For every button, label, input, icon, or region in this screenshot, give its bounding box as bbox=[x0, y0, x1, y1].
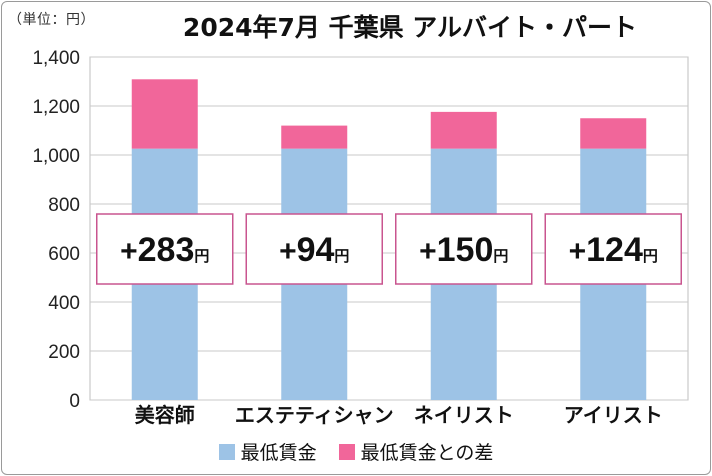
diff-sign: + bbox=[120, 235, 138, 268]
unit-label: （単位：円） bbox=[8, 12, 95, 28]
legend-item-min-wage: 最低賃金 bbox=[218, 438, 317, 465]
diff-unit: 円 bbox=[334, 248, 349, 265]
y-tick-label: 800 bbox=[48, 195, 80, 216]
x-tick-label: 美容師 bbox=[135, 403, 195, 427]
diff-annotation-box bbox=[544, 213, 682, 285]
y-tick-label: 1,000 bbox=[32, 146, 80, 167]
x-tick-label: アイリスト bbox=[564, 403, 663, 427]
diff-annotation-label: +94円 bbox=[279, 231, 349, 269]
legend-item-difference: 最低賃金との差 bbox=[338, 438, 494, 465]
y-tick-label: 400 bbox=[48, 293, 80, 314]
bar-difference bbox=[131, 79, 198, 149]
diff-annotation-box bbox=[245, 213, 383, 285]
diff-annotation-box bbox=[395, 213, 533, 285]
diff-unit: 円 bbox=[194, 248, 209, 265]
bar-difference bbox=[580, 118, 647, 149]
diff-sign: + bbox=[569, 235, 587, 268]
y-tick-label: 1,400 bbox=[32, 48, 80, 69]
diff-value: 94 bbox=[297, 231, 335, 269]
diff-annotation-box bbox=[96, 213, 234, 285]
y-tick-label: 0 bbox=[69, 391, 80, 412]
diff-unit: 円 bbox=[643, 248, 658, 265]
y-tick-label: 600 bbox=[48, 244, 80, 265]
diff-annotation-label: +124円 bbox=[569, 231, 658, 269]
legend-swatch-min-wage bbox=[218, 443, 235, 460]
diff-value: 124 bbox=[586, 231, 643, 269]
x-tick-label: ネイリスト bbox=[414, 403, 514, 427]
legend-label-difference: 最低賃金との差 bbox=[360, 442, 494, 464]
diff-sign: + bbox=[419, 235, 437, 268]
y-tick-label: 1,200 bbox=[32, 97, 80, 118]
diff-value: 283 bbox=[138, 231, 195, 269]
diff-value: 150 bbox=[437, 231, 494, 269]
y-tick-label: 200 bbox=[48, 342, 80, 363]
legend-swatch-difference bbox=[338, 443, 355, 460]
bar-difference bbox=[430, 111, 497, 149]
chart-title: 2024年7月 千葉県 アルバイト・パート bbox=[182, 13, 638, 42]
diff-sign: + bbox=[279, 235, 297, 268]
legend: 最低賃金 最低賃金との差 bbox=[0, 438, 712, 465]
bar-difference bbox=[281, 125, 348, 149]
diff-annotation-label: +283円 bbox=[120, 231, 209, 269]
diff-annotation-label: +150円 bbox=[419, 231, 508, 269]
legend-label-min-wage: 最低賃金 bbox=[240, 442, 317, 464]
x-tick-label: エステティシャン bbox=[235, 403, 394, 427]
diff-unit: 円 bbox=[493, 248, 508, 265]
